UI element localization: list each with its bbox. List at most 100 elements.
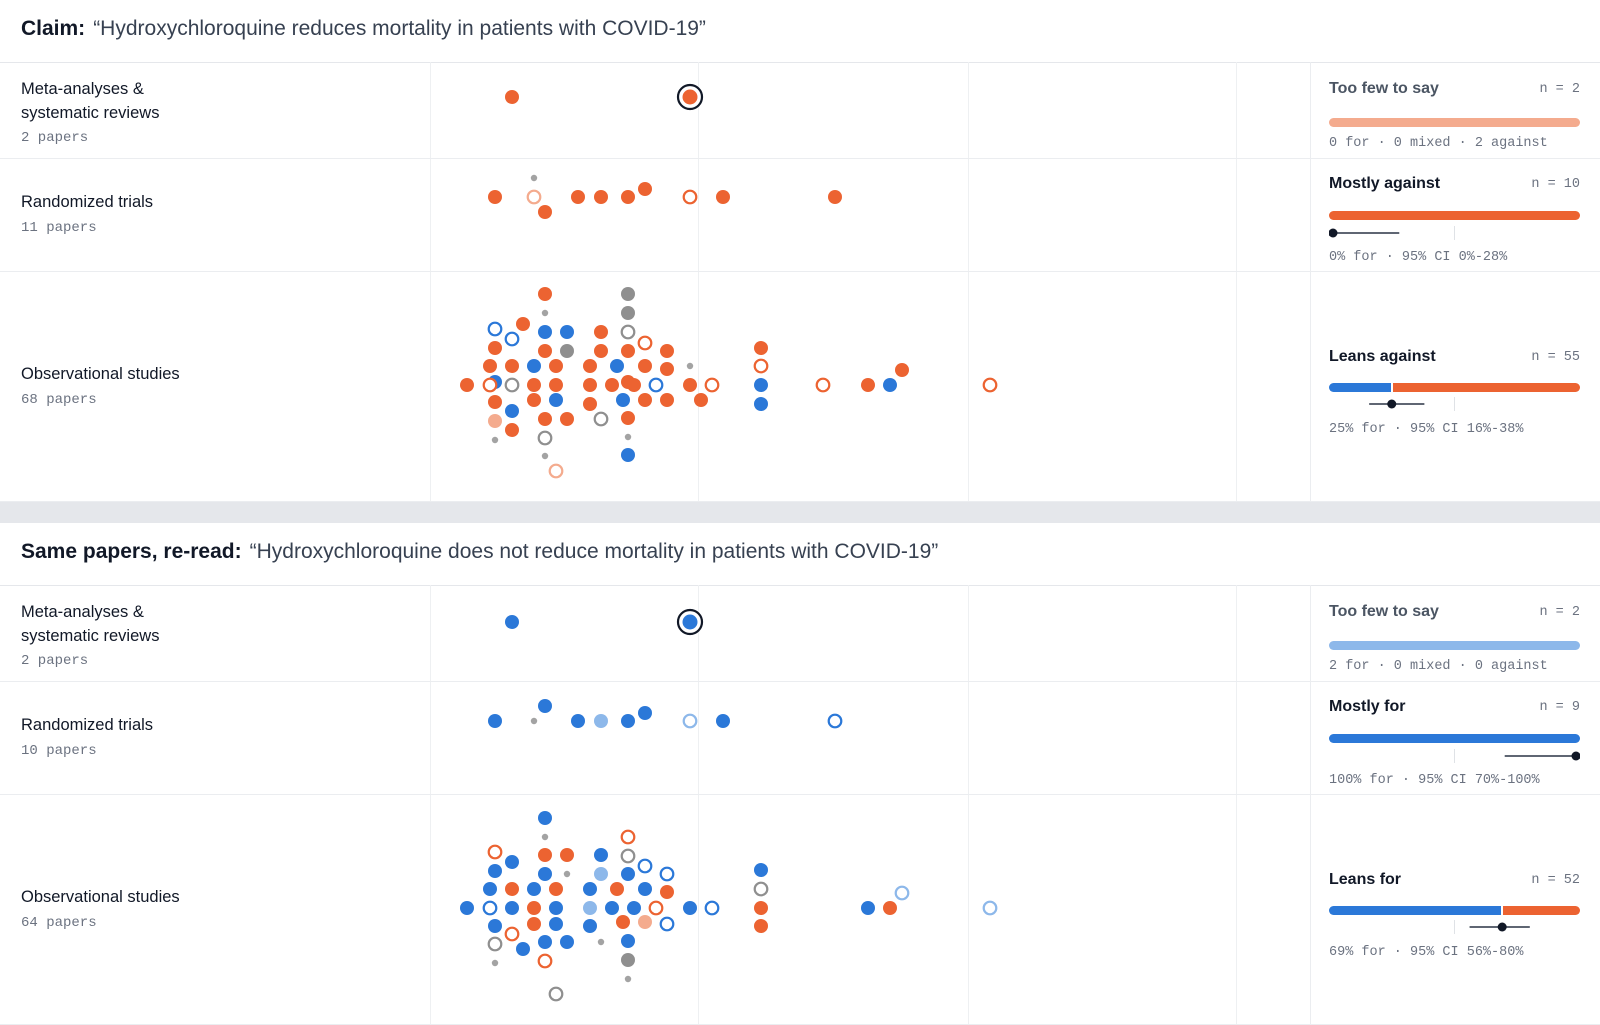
paper-dot[interactable]: [549, 901, 563, 915]
paper-dot[interactable]: [828, 190, 842, 204]
paper-dot[interactable]: [982, 377, 998, 393]
paper-dot[interactable]: [527, 359, 541, 373]
paper-dot[interactable]: [637, 335, 653, 351]
paper-dot[interactable]: [527, 901, 541, 915]
paper-dot[interactable]: [621, 344, 635, 358]
paper-dot[interactable]: [541, 452, 549, 460]
paper-dot[interactable]: [571, 190, 585, 204]
paper-dot[interactable]: [624, 433, 632, 441]
paper-dot[interactable]: [894, 885, 910, 901]
paper-dot[interactable]: [686, 362, 694, 370]
paper-dot[interactable]: [549, 378, 563, 392]
paper-dot[interactable]: [560, 325, 574, 339]
paper-dot[interactable]: [538, 344, 552, 358]
paper-dot[interactable]: [549, 359, 563, 373]
paper-dot[interactable]: [616, 393, 630, 407]
paper-dot[interactable]: [620, 324, 636, 340]
paper-dot[interactable]: [505, 404, 519, 418]
paper-dot[interactable]: [538, 287, 552, 301]
paper-dot[interactable]: [583, 882, 597, 896]
paper-dot[interactable]: [620, 848, 636, 864]
paper-dot[interactable]: [593, 411, 609, 427]
paper-dot[interactable]: [648, 900, 664, 916]
paper-dot[interactable]: [621, 287, 635, 301]
paper-dot[interactable]: [583, 359, 597, 373]
paper-dot[interactable]: [548, 986, 564, 1002]
paper-dot[interactable]: [861, 901, 875, 915]
paper-dot[interactable]: [537, 953, 553, 969]
paper-dot[interactable]: [488, 864, 502, 878]
paper-dot[interactable]: [694, 393, 708, 407]
paper-dot[interactable]: [638, 393, 652, 407]
paper-dot[interactable]: [638, 706, 652, 720]
paper-dot[interactable]: [648, 377, 664, 393]
paper-dot[interactable]: [754, 378, 768, 392]
paper-dot[interactable]: [883, 378, 897, 392]
paper-dot[interactable]: [861, 378, 875, 392]
paper-dot[interactable]: [637, 858, 653, 874]
paper-dot[interactable]: [815, 377, 831, 393]
paper-dot[interactable]: [597, 938, 605, 946]
paper-dot[interactable]: [487, 844, 503, 860]
paper-dot[interactable]: [660, 393, 674, 407]
paper-dot[interactable]: [583, 919, 597, 933]
paper-dot[interactable]: [583, 378, 597, 392]
paper-dot[interactable]: [516, 317, 530, 331]
paper-dot[interactable]: [682, 189, 698, 205]
paper-dot[interactable]: [659, 866, 675, 882]
paper-dot[interactable]: [638, 182, 652, 196]
paper-dot[interactable]: [538, 848, 552, 862]
paper-dot[interactable]: [505, 901, 519, 915]
paper-dot[interactable]: [491, 436, 499, 444]
paper-dot[interactable]: [594, 867, 608, 881]
paper-dot[interactable]: [660, 344, 674, 358]
paper-dot[interactable]: [560, 344, 574, 358]
paper-dot[interactable]: [482, 900, 498, 916]
paper-dot[interactable]: [549, 393, 563, 407]
paper-dot[interactable]: [548, 463, 564, 479]
paper-dot[interactable]: [638, 882, 652, 896]
paper-dot[interactable]: [716, 714, 730, 728]
paper-dot[interactable]: [704, 377, 720, 393]
paper-dot[interactable]: [530, 174, 538, 182]
paper-dot[interactable]: [605, 901, 619, 915]
paper-dot[interactable]: [620, 829, 636, 845]
paper-dot[interactable]: [716, 190, 730, 204]
paper-dot[interactable]: [541, 833, 549, 841]
paper-dot[interactable]: [482, 377, 498, 393]
paper-dot[interactable]: [538, 867, 552, 881]
paper-dot[interactable]: [530, 717, 538, 725]
paper-dot[interactable]: [549, 882, 563, 896]
paper-dot[interactable]: [627, 901, 641, 915]
paper-dot[interactable]: [538, 699, 552, 713]
paper-dot[interactable]: [549, 917, 563, 931]
paper-dot[interactable]: [505, 90, 519, 104]
paper-dot[interactable]: [504, 331, 520, 347]
paper-dot[interactable]: [538, 935, 552, 949]
paper-dot[interactable]: [563, 870, 571, 878]
paper-dot[interactable]: [704, 900, 720, 916]
paper-dot[interactable]: [505, 855, 519, 869]
paper-dot[interactable]: [571, 714, 585, 728]
paper-dot[interactable]: [624, 975, 632, 983]
paper-dot[interactable]: [610, 882, 624, 896]
paper-dot[interactable]: [660, 362, 674, 376]
paper-dot[interactable]: [527, 378, 541, 392]
paper-dot[interactable]: [527, 393, 541, 407]
paper-dot[interactable]: [527, 882, 541, 896]
paper-dot[interactable]: [594, 848, 608, 862]
paper-dot[interactable]: [538, 412, 552, 426]
paper-dot[interactable]: [594, 344, 608, 358]
paper-dot[interactable]: [541, 309, 549, 317]
paper-dot[interactable]: [594, 714, 608, 728]
paper-dot[interactable]: [504, 377, 520, 393]
paper-dot[interactable]: [505, 423, 519, 437]
paper-dot[interactable]: [487, 936, 503, 952]
paper-dot[interactable]: [488, 714, 502, 728]
paper-dot[interactable]: [488, 341, 502, 355]
paper-dot[interactable]: [621, 953, 635, 967]
paper-dot[interactable]: [538, 325, 552, 339]
paper-dot[interactable]: [616, 915, 630, 929]
paper-dot[interactable]: [638, 915, 652, 929]
paper-dot[interactable]: [483, 882, 497, 896]
